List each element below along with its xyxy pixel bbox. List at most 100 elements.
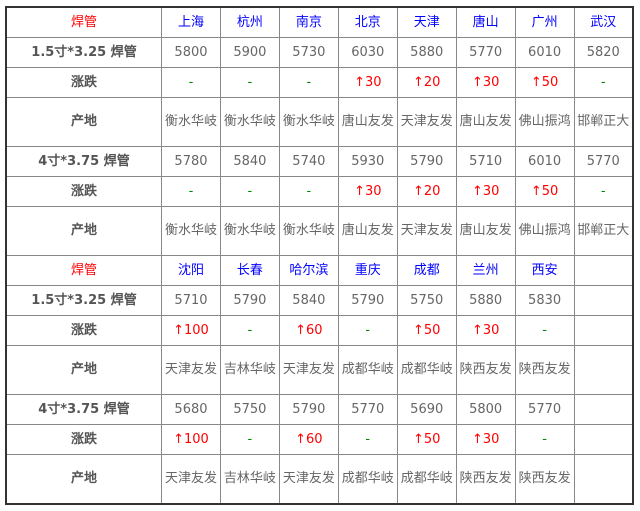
price-cell: 5880 [455,285,516,316]
change-cell: - [161,176,221,207]
change-cell: ↑30 [455,424,516,455]
change-cell: ↑100 [161,315,221,346]
price-cell: 5770 [514,394,575,425]
table-row: 产地 衡水华岐 衡水华岐 衡水华岐 唐山友发 天津友发 唐山友发 佛山振鸿 邯郸正大 [5,97,634,147]
product-name: 1.5寸*3.25 焊管 [5,285,162,316]
section-header: 焊管 [5,6,162,38]
origin-cell: 衡水华岐 [278,97,339,147]
change-cell: - [278,67,339,98]
table-row: 4寸*3.75 焊管 5780 5840 5740 5930 5790 5710 6010 57… [5,146,634,177]
price-cell: 6010 [514,146,575,177]
change-label: 涨跌 [5,315,162,346]
product-name: 1.5寸*3.25 焊管 [5,37,162,68]
origin-cell: 衡水华岐 [161,206,221,256]
origin-label: 产地 [5,345,162,395]
origin-cell: 邯郸正大 [573,206,634,256]
origin-cell: 成都华岐 [337,454,398,505]
city-header: 哈尔滨 [278,255,339,286]
origin-cell: 唐山友发 [455,206,516,256]
origin-cell: 成都华岐 [396,345,457,395]
origin-label: 产地 [5,97,162,147]
origin-cell: 陕西友发 [455,454,516,505]
section-header: 焊管 [5,255,162,286]
origin-cell: 天津友发 [396,206,457,256]
origin-cell: 吉林华岐 [219,454,280,505]
city-header: 唐山 [455,6,516,38]
city-header: 杭州 [219,6,280,38]
change-cell: ↑50 [514,67,575,98]
city-header [573,255,634,286]
origin-cell: 陕西友发 [514,345,575,395]
origin-cell: 天津友发 [161,454,221,505]
change-cell: - [514,424,575,455]
change-cell: - [514,315,575,346]
price-cell: 5790 [219,285,280,316]
price-cell: 5770 [573,146,634,177]
city-header: 重庆 [337,255,398,286]
price-cell: 5790 [337,285,398,316]
change-label: 涨跌 [5,176,162,207]
change-cell: - [337,424,398,455]
price-cell: 5840 [219,146,280,177]
change-cell [573,315,634,346]
change-cell: ↑30 [455,315,516,346]
origin-cell: 天津友发 [396,97,457,147]
price-cell: 5800 [455,394,516,425]
change-cell: - [573,176,634,207]
city-header: 武汉 [573,6,634,38]
origin-cell: 衡水华岐 [219,97,280,147]
price-cell: 5740 [278,146,339,177]
city-header: 广州 [514,6,575,38]
price-cell: 6010 [514,37,575,68]
price-cell: 5680 [161,394,221,425]
change-cell: - [337,315,398,346]
price-cell: 5710 [455,146,516,177]
origin-cell: 天津友发 [161,345,221,395]
price-cell [573,394,634,425]
table-row: 产地 天津友发 吉林华岐 天津友发 成都华岐 成都华岐 陕西友发 陕西友发 [5,345,634,395]
origin-cell: 邯郸正大 [573,97,634,147]
table-row: 焊管 沈阳 长春 哈尔滨 重庆 成都 兰州 西安 [5,255,634,286]
change-cell: ↑50 [514,176,575,207]
origin-cell [573,454,634,505]
origin-cell: 佛山振鸿 [514,97,575,147]
city-header: 沈阳 [161,255,221,286]
price-cell: 5790 [278,394,339,425]
change-cell: ↑30 [337,176,398,207]
table-row: 涨跌 - - - ↑30 ↑20 ↑30 ↑50- [5,176,634,207]
change-cell: ↑30 [455,67,516,98]
change-cell: ↑60 [278,424,339,455]
change-cell: ↑50 [396,315,457,346]
price-cell [573,285,634,316]
price-cell: 5690 [396,394,457,425]
change-cell: ↑20 [396,67,457,98]
change-cell: - [219,315,280,346]
city-header: 上海 [161,6,221,38]
price-cell: 5710 [161,285,221,316]
change-cell: - [278,176,339,207]
price-cell: 5800 [161,37,221,68]
origin-cell: 佛山振鸿 [514,206,575,256]
price-cell: 5790 [396,146,457,177]
origin-label: 产地 [5,454,162,505]
change-cell: - [219,67,280,98]
table-row: 焊管 上海 杭州 南京 北京 天津 唐山 广州 武汉 [5,6,634,38]
change-cell: - [573,67,634,98]
price-cell: 5730 [278,37,339,68]
origin-cell: 天津友发 [278,454,339,505]
product-name: 4寸*3.75 焊管 [5,394,162,425]
price-cell: 5750 [219,394,280,425]
price-cell: 5750 [396,285,457,316]
change-label: 涨跌 [5,424,162,455]
origin-cell: 陕西友发 [514,454,575,505]
change-cell: ↑100 [161,424,221,455]
city-header: 北京 [337,6,398,38]
price-cell: 5830 [514,285,575,316]
origin-cell: 衡水华岐 [278,206,339,256]
origin-cell: 成都华岐 [337,345,398,395]
table-row: 涨跌 ↑100- ↑60- ↑50 ↑30- [5,424,634,455]
change-cell: ↑30 [337,67,398,98]
city-header: 西安 [514,255,575,286]
change-label: 涨跌 [5,67,162,98]
price-cell: 6030 [337,37,398,68]
